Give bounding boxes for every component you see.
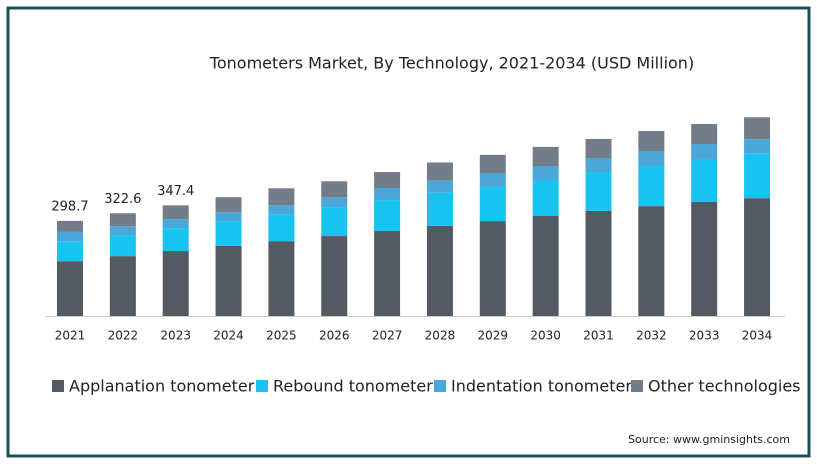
- frame: [6, 6, 811, 458]
- total-label: 322.6: [104, 192, 141, 207]
- bar-segment: [532, 180, 559, 216]
- bar-segment: [321, 236, 348, 316]
- legend-label: Indentation tonometer: [451, 377, 632, 396]
- bar-segment: [374, 172, 401, 188]
- legend-swatch: [434, 380, 446, 392]
- bar-segment: [109, 256, 136, 316]
- x-tick-label: 2029: [478, 329, 509, 343]
- x-tick-label: 2026: [319, 329, 350, 343]
- total-label: 298.7: [51, 199, 88, 214]
- bar-segment: [585, 158, 612, 173]
- legend-label: Other technologies: [648, 377, 801, 396]
- x-tick-label: 2032: [636, 329, 667, 343]
- bar-segment: [691, 201, 718, 316]
- bar-segment: [109, 213, 136, 227]
- bar-segment: [479, 221, 506, 316]
- bar-segment: [426, 162, 453, 181]
- x-tick-label: 2030: [530, 329, 561, 343]
- source: Source: www.gminsights.com: [628, 433, 790, 446]
- bar-segment: [162, 219, 189, 229]
- x-tick-label: 2025: [266, 329, 297, 343]
- bar-segment: [479, 154, 506, 174]
- bar-segment: [215, 197, 242, 213]
- bar-segment: [162, 251, 189, 316]
- bar-segment: [426, 180, 453, 193]
- legend-label: Applanation tonometer: [69, 377, 255, 396]
- bar-segment: [691, 159, 718, 202]
- bar-segment: [374, 187, 401, 201]
- bar-segment: [57, 220, 83, 232]
- x-tick-label: 2034: [742, 329, 773, 343]
- x-tick-label: 2028: [425, 329, 456, 343]
- bar-segment: [744, 117, 771, 140]
- bar-segment: [479, 187, 506, 222]
- bar-segment: [268, 205, 295, 215]
- x-tick-label: 2021: [55, 329, 86, 343]
- bar-segment: [426, 225, 453, 316]
- chart-title: Tonometers Market, By Technology, 2021-2…: [209, 54, 694, 73]
- bar-segment: [321, 197, 348, 208]
- total-label: 347.4: [157, 184, 194, 199]
- bar-segment: [691, 123, 718, 145]
- bar-segment: [57, 231, 83, 242]
- bar-segment: [57, 241, 83, 262]
- bar-segment: [215, 245, 242, 316]
- bar-segment: [532, 216, 559, 316]
- bar-segment: [109, 235, 136, 257]
- bar-segment: [162, 205, 189, 220]
- bar-segment: [268, 188, 295, 206]
- x-tick-label: 2027: [372, 329, 403, 343]
- bar-segment: [268, 241, 295, 316]
- bar-segment: [744, 139, 771, 154]
- x-tick-label: 2023: [160, 329, 191, 343]
- bar-segment: [638, 206, 665, 316]
- bar-segment: [268, 214, 295, 242]
- bar-segment: [532, 146, 559, 166]
- bar-segment: [744, 153, 771, 199]
- bar-segment: [585, 210, 612, 316]
- legend-label: Rebound tonometer: [273, 377, 433, 396]
- bar-segment: [109, 226, 136, 236]
- bar-segment: [638, 166, 665, 207]
- bar-segment: [479, 173, 506, 188]
- x-tick-label: 2031: [583, 329, 614, 343]
- bar-segment: [321, 181, 348, 198]
- legend-swatch: [256, 380, 268, 392]
- bar-segment: [638, 130, 665, 152]
- legend-swatch: [52, 380, 64, 392]
- bar-segment: [374, 200, 401, 231]
- x-tick-label: 2022: [108, 329, 139, 343]
- bar-segment: [57, 261, 83, 316]
- bar-segment: [638, 151, 665, 166]
- bar-segment: [162, 228, 189, 252]
- bar-segment: [585, 138, 612, 159]
- bar-segment: [691, 144, 718, 160]
- bar-segment: [215, 221, 242, 246]
- bar-segment: [532, 166, 559, 181]
- bar-segment: [321, 207, 348, 237]
- bar-segment: [374, 230, 401, 316]
- bar-segment: [585, 172, 612, 211]
- x-tick-label: 2024: [213, 329, 244, 343]
- bar-segment: [744, 198, 771, 316]
- legend-swatch: [631, 380, 643, 392]
- bar-segment: [215, 212, 242, 222]
- bar-segment: [426, 192, 453, 226]
- x-tick-label: 2033: [689, 329, 720, 343]
